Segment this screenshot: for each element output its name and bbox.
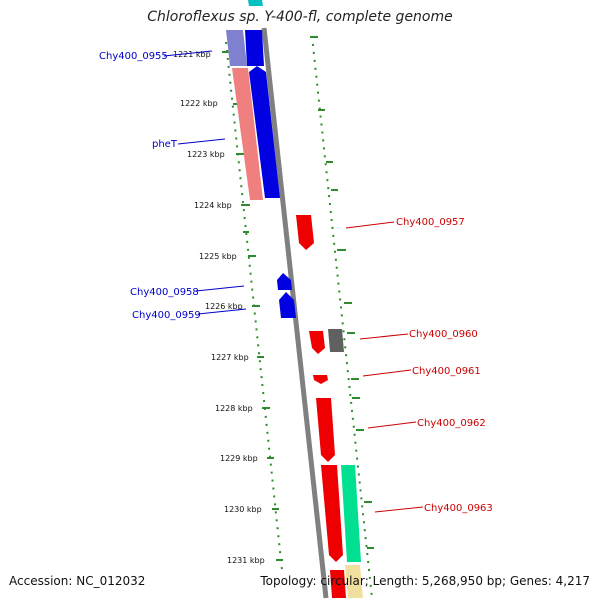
gene-chy400-0958[interactable] (277, 273, 292, 290)
tick-labels: 1221 kbp 1222 kbp 1223 kbp 1224 kbp 1225… (173, 50, 265, 565)
gene-label-phet[interactable]: pheT (152, 139, 178, 150)
tick-label-1223: 1223 kbp (187, 150, 225, 159)
gene-chy400-0959[interactable] (279, 292, 296, 318)
gene-chy400-0963[interactable] (321, 465, 343, 562)
tick-label-1221: 1221 kbp (173, 50, 211, 59)
accession-label: Accession: NC_012032 (9, 574, 146, 588)
tick-label-1227: 1227 kbp (211, 353, 249, 362)
tick-label-1229: 1229 kbp (220, 454, 258, 463)
tick-label-1222: 1222 kbp (180, 99, 218, 108)
gene-label-chy400-0963[interactable]: Chy400_0963 (424, 503, 493, 514)
tick-label-1230: 1230 kbp (224, 505, 262, 514)
tick-label-1225: 1225 kbp (199, 252, 237, 261)
tick-label-1224: 1224 kbp (194, 201, 232, 210)
feature-track-inner (226, 30, 263, 200)
cog-feature-teal[interactable] (341, 465, 361, 562)
gene-label-chy400-0958[interactable]: Chy400_0958 (130, 287, 199, 298)
tick-label-1228: 1228 kbp (215, 404, 253, 413)
gene-label-chy400-0961[interactable]: Chy400_0961 (412, 366, 481, 377)
gene-chy400-0960-other[interactable] (328, 329, 344, 352)
reverse-strand-features (296, 215, 346, 598)
gc-track-right (310, 35, 374, 599)
gene-phet[interactable] (249, 66, 280, 198)
gene-chy400-0962[interactable] (316, 398, 335, 462)
gene-labels: Chy400_0955 pheT Chy400_0958 Chy400_0959… (99, 51, 493, 514)
gene-chy400-0961[interactable] (313, 375, 328, 384)
forward-strand-features (245, 30, 296, 318)
gene-label-chy400-0960[interactable]: Chy400_0960 (409, 329, 478, 340)
other-features (248, 0, 363, 598)
gene-label-chy400-0955[interactable]: Chy400_0955 (99, 51, 168, 62)
map-title: Chloroflexus sp. Y-400-fl, complete geno… (147, 9, 453, 25)
gene-label-chy400-0962[interactable]: Chy400_0962 (417, 418, 486, 429)
gene-chy400-0955[interactable] (245, 30, 264, 66)
genome-stats: Topology: circular; Length: 5,268,950 bp… (260, 574, 590, 588)
gene-label-chy400-0959[interactable]: Chy400_0959 (132, 310, 201, 321)
gene-chy400-0960[interactable] (309, 331, 325, 354)
gene-chy400-0957[interactable] (296, 215, 314, 250)
tick-label-1226: 1226 kbp (205, 302, 243, 311)
tick-label-1231: 1231 kbp (227, 556, 265, 565)
gene-label-chy400-0957[interactable]: Chy400_0957 (396, 217, 465, 228)
gene-label-leaders (163, 50, 424, 513)
